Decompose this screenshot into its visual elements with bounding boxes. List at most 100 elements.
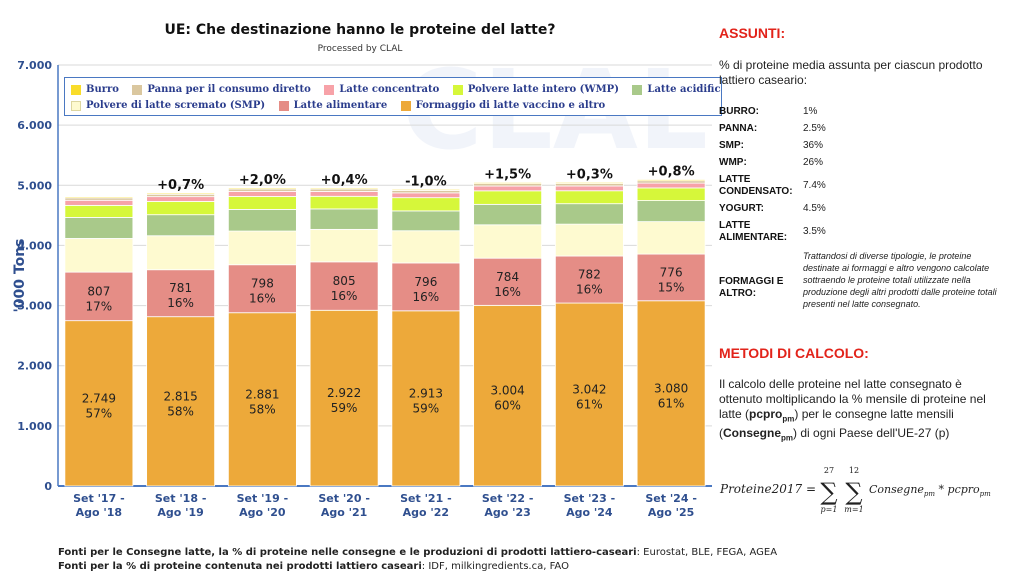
- legend-row-1: Burro Panna per il consumo diretto Latte…: [71, 84, 721, 98]
- bar-segment: [636, 182, 706, 189]
- assumption-note: Trattandosi di diverse tipologie, le pro…: [803, 251, 997, 309]
- sources-note: Fonti per le Consegne latte, la % di pro…: [58, 546, 777, 574]
- bar-segment: [636, 300, 706, 487]
- chart-legend: Burro Panna per il consumo diretto Latte…: [64, 77, 722, 116]
- y-axis-title: '000 Tons: [12, 239, 28, 313]
- calc-text-a: Il calcolo delle proteine nel latte cons…: [719, 377, 986, 421]
- y-tick-label: 0: [44, 480, 52, 493]
- legend-item: Polvere di latte scremato (SMP): [71, 100, 265, 111]
- assumption-value: 26%: [803, 157, 824, 168]
- bar-segment: [473, 182, 543, 185]
- legend-label: Latte alimentare: [293, 100, 388, 111]
- legend-swatch: [632, 84, 643, 95]
- legend-swatch: [71, 84, 81, 95]
- assumption-key: PANNA:: [719, 123, 758, 134]
- assumption-key: BURRO:: [719, 106, 759, 117]
- assunti-intro: % di proteine media assunta per ciascun …: [719, 58, 983, 87]
- bar-segment: [309, 187, 379, 190]
- bar-percent-label: 59%: [413, 401, 440, 415]
- bar-segment: [146, 235, 216, 271]
- x-tick-label: Ago '21: [321, 506, 367, 519]
- assumption-value: 3.5%: [803, 226, 826, 237]
- bar-value-label: 3.004: [490, 384, 524, 398]
- legend-label: Polvere di latte scremato (SMP): [86, 100, 266, 111]
- bar-value-label: 784: [496, 270, 519, 284]
- bar-segment: [473, 203, 543, 226]
- assumption-value: 7.4%: [803, 180, 826, 191]
- bar-segment: [227, 187, 297, 190]
- formula-sum-2-bottom: m=1: [844, 505, 863, 514]
- bar-value-label: 796: [414, 275, 437, 289]
- bar-value-label: 807: [87, 284, 110, 298]
- assumption-value: 36%: [803, 140, 824, 151]
- bar-value-label: 2.881: [245, 387, 279, 401]
- bar-percent-label: 16%: [413, 290, 440, 304]
- assumption-value: 2.5%: [803, 123, 826, 134]
- assumption-key: LATTE CONDENSATO:: [719, 174, 793, 197]
- bar-percent-label: 60%: [494, 399, 521, 413]
- bar-segment: [227, 196, 297, 210]
- bar-percent-label: 58%: [249, 402, 276, 416]
- bar-segment: [309, 309, 379, 487]
- bar-segment: [554, 255, 624, 304]
- chart-title: UE: Che destinazione hanno le proteine d…: [164, 22, 556, 38]
- legend-swatch: [452, 84, 463, 95]
- bar-segment: [473, 304, 543, 487]
- y-tick-label: 6.000: [17, 119, 52, 132]
- bar-segment: [64, 271, 134, 322]
- bar-percent-label: 16%: [576, 283, 603, 297]
- sources-line-1-rest: : Eurostat, BLE, FEGA, AGEA: [636, 547, 778, 558]
- legend-label: Burro: [86, 84, 119, 95]
- chart-subtitle: Processed by CLAL: [317, 44, 403, 54]
- metodi-heading: METODI DI CALCOLO:: [719, 345, 869, 361]
- assumption-key: SMP:: [719, 140, 744, 151]
- legend-swatch: [71, 100, 81, 111]
- x-tick-label: Set '20 -: [318, 492, 370, 505]
- bar-segment: [64, 204, 134, 218]
- sources-line-1-bold: Fonti per le Consegne latte, la % di pro…: [58, 547, 637, 558]
- assunti-heading: ASSUNTI:: [719, 25, 786, 41]
- bar-value-label: 805: [333, 274, 356, 288]
- bar-segment: [64, 217, 134, 239]
- bar-segment: [554, 302, 624, 487]
- x-tick-label: Ago '19: [157, 506, 203, 519]
- bar-segment: [309, 208, 379, 230]
- x-tick-label: Set '17 -: [73, 492, 125, 505]
- bar-segment: [473, 190, 543, 205]
- bar-segment: [391, 192, 461, 199]
- bar-percent-label: 16%: [494, 285, 521, 299]
- bar-value-label: 798: [251, 277, 274, 291]
- bar-value-label: 2.815: [163, 389, 197, 403]
- y-tick-label: 4.000: [17, 239, 52, 252]
- bar-segment: [146, 196, 216, 202]
- bar-segment: [64, 238, 134, 273]
- bar-value-label: 2.922: [327, 386, 361, 400]
- legend-item: Panna per il consumo diretto: [132, 84, 311, 95]
- bar-segment: [473, 224, 543, 259]
- formula-body-sub: pm: [924, 490, 935, 498]
- bar-percent-label: 16%: [167, 296, 194, 310]
- formula-lhs: Proteine2017 =: [719, 482, 816, 496]
- legend-item: Polvere latte intero (WMP): [452, 84, 619, 95]
- bar-segment: [227, 190, 297, 197]
- calc-text-c: ) di ogni Paese dell'UE-27 (p): [793, 426, 950, 441]
- bar-segment: [636, 200, 706, 223]
- legend-label: Latte acidificato (yogurt e a: [647, 84, 721, 95]
- assumption-key: LATTE ALIMENTARE:: [719, 220, 788, 243]
- yoy-change-label: +2,0%: [239, 173, 286, 188]
- stacked-bar-chart: CLAL01.0002.0003.0004.0005.0006.0007.000…: [12, 46, 712, 519]
- sources-line-2-rest: : IDF, milkingredients.ca, FAO: [421, 561, 569, 572]
- bar-value-label: 3.042: [572, 383, 606, 397]
- bar-segment: [227, 209, 297, 232]
- calc-term-consegne-text: Consegne: [723, 426, 782, 441]
- legend-item: Formaggio di latte vaccino e altro: [400, 100, 605, 111]
- yoy-change-label: +1,5%: [484, 167, 531, 182]
- formula-sum-2-top: 12: [849, 466, 859, 475]
- bar-segment: [554, 190, 624, 205]
- y-tick-label: 1.000: [17, 420, 52, 433]
- yoy-change-label: +0,4%: [321, 173, 368, 188]
- x-tick-label: Ago '23: [484, 506, 530, 519]
- legend-item: Burro: [71, 84, 119, 95]
- formula-times-term: * pcpro: [935, 483, 980, 496]
- x-tick-label: Set '22 -: [482, 492, 534, 505]
